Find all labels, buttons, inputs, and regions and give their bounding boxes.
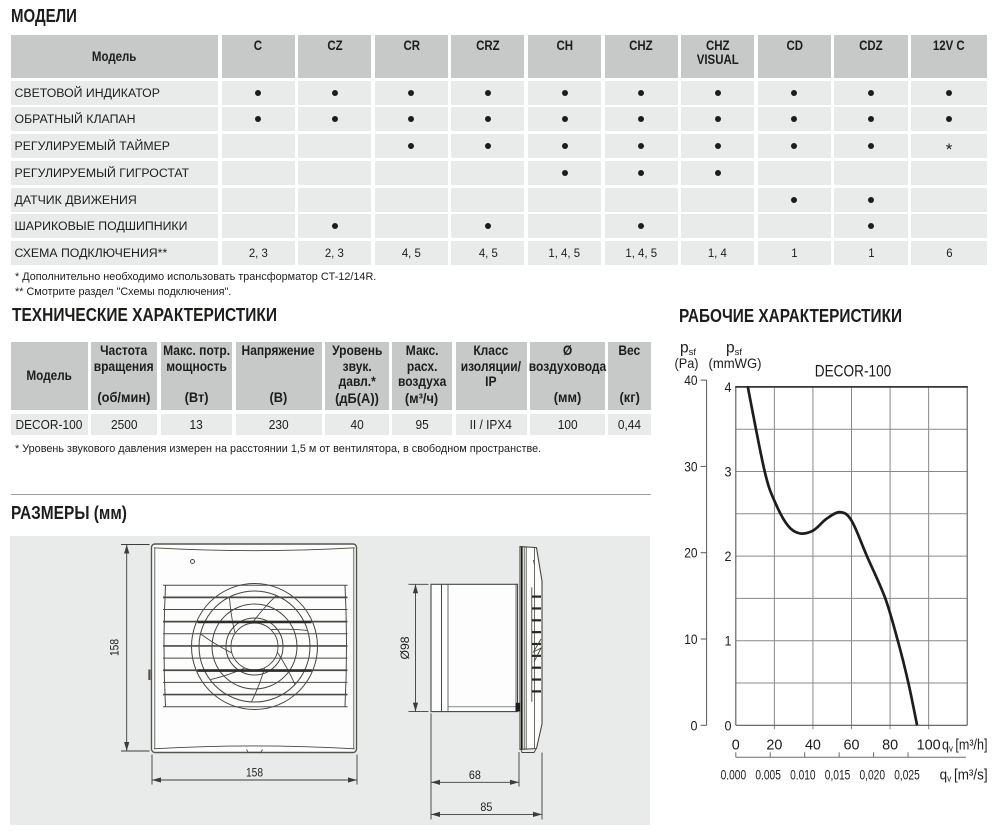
svg-text:3: 3 [725, 465, 732, 480]
svg-text:40: 40 [805, 737, 821, 754]
svg-text:0,020: 0,020 [860, 767, 886, 783]
svg-text:Ø98: Ø98 [400, 637, 412, 660]
svg-text:85: 85 [480, 802, 492, 814]
svg-text:20: 20 [684, 546, 698, 561]
svg-text:4: 4 [725, 380, 732, 395]
svg-text:0: 0 [691, 718, 698, 733]
svg-text:qv [m³/h]: qv [m³/h] [942, 738, 988, 754]
svg-text:0,025: 0,025 [894, 767, 920, 783]
svg-text:1: 1 [725, 634, 732, 649]
svg-text:158: 158 [109, 639, 121, 656]
svg-text:100: 100 [917, 737, 941, 754]
svg-text:0: 0 [725, 718, 732, 733]
svg-text:2: 2 [725, 549, 732, 564]
svg-text:(mmWG): (mmWG) [709, 355, 762, 371]
svg-text:80: 80 [882, 737, 898, 754]
svg-text:60: 60 [844, 737, 860, 754]
svg-text:0.005: 0.005 [755, 767, 781, 783]
svg-text:0.000: 0.000 [721, 767, 747, 783]
svg-text:20: 20 [766, 737, 782, 754]
svg-text:DECOR-100: DECOR-100 [815, 363, 892, 381]
svg-text:40: 40 [684, 373, 698, 388]
svg-text:qv [m³/s]: qv [m³/s] [940, 768, 988, 784]
svg-text:(Pa): (Pa) [675, 355, 699, 371]
svg-text:0.010: 0.010 [790, 767, 816, 783]
svg-text:0,015: 0,015 [825, 767, 851, 783]
svg-text:158: 158 [246, 768, 263, 780]
svg-text:0: 0 [732, 737, 740, 754]
svg-text:68: 68 [468, 770, 480, 782]
svg-text:10: 10 [684, 632, 698, 647]
svg-text:30: 30 [684, 459, 698, 474]
